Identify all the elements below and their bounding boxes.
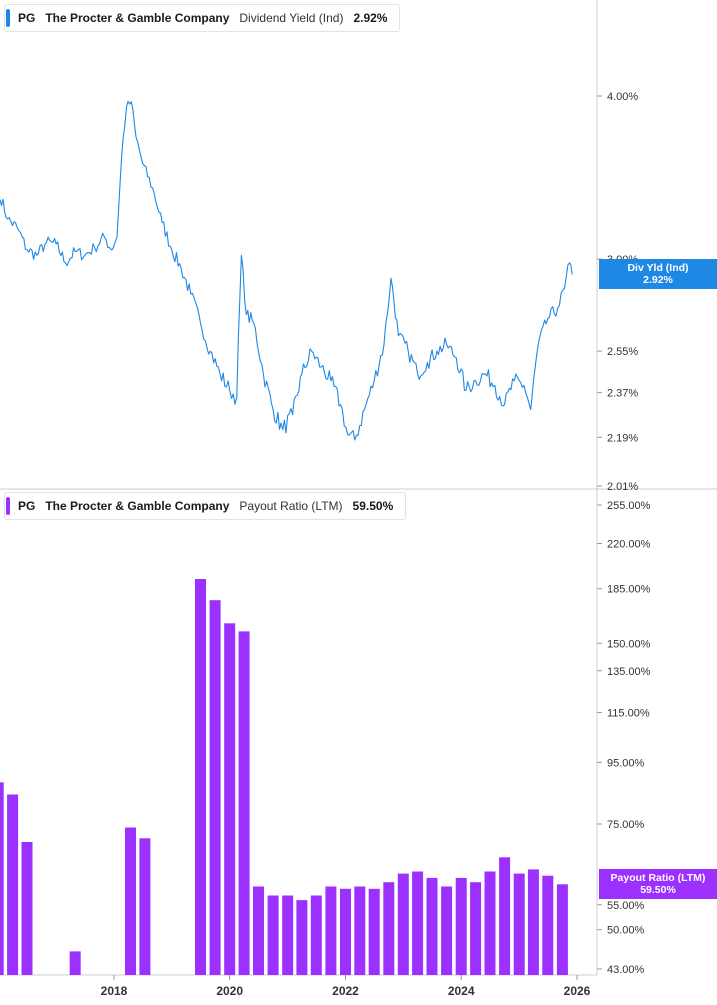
x-tick-label: 2022 — [332, 984, 359, 998]
payout-bar — [527, 869, 539, 975]
payout-bar — [340, 888, 351, 975]
payout-bar — [224, 623, 236, 975]
payout-bar — [253, 886, 264, 975]
div-yield-last-value-flag: Div Yld (Ind) 2.92% — [599, 259, 717, 290]
payout-bar — [542, 875, 554, 975]
payout-bar — [69, 951, 81, 975]
payout-last-value-flag: Payout Ratio (LTM) 59.50% — [599, 869, 717, 900]
payout-bar — [125, 827, 136, 975]
payout-bar — [139, 838, 151, 975]
div-yield-legend-company: The Procter & Gamble Company — [45, 11, 230, 25]
payout-bar — [556, 884, 568, 975]
div-yield-line — [0, 100, 573, 441]
y-tick-label: 220.00% — [607, 538, 651, 550]
y-tick-label: 95.00% — [607, 757, 645, 769]
div-yield-y-axis: 4.00%3.00%2.55%2.37%2.19%2.01% — [597, 91, 638, 493]
payout-bar — [354, 886, 366, 975]
payout-bar — [195, 579, 206, 975]
payout-bar — [368, 888, 380, 975]
payout-legend-value: 59.50% — [352, 499, 394, 513]
div-yield-legend-value: 2.92% — [353, 11, 388, 25]
x-tick-label: 2020 — [216, 984, 243, 998]
y-tick-label: 75.00% — [607, 819, 645, 831]
payout-bar — [426, 877, 438, 975]
payout-bar — [267, 895, 279, 975]
payout-bar — [7, 794, 19, 975]
payout-bar — [441, 886, 453, 975]
x-axis: 2018 2020 2022 2024 2026 — [101, 975, 591, 998]
div-yield-flag-value: 2.92% — [643, 274, 673, 287]
payout-bar — [470, 882, 482, 975]
y-tick-label: 255.00% — [607, 500, 651, 512]
payout-bar — [397, 873, 409, 975]
payout-bar — [499, 857, 511, 975]
div-yield-legend-metric: Dividend Yield (Ind) — [239, 11, 344, 25]
payout-bar — [209, 600, 221, 975]
payout-legend-company: The Procter & Gamble Company — [45, 499, 230, 513]
div-yield-legend: PG The Procter & Gamble Company Dividend… — [4, 4, 401, 32]
payout-legend-ticker: PG — [18, 499, 36, 513]
payout-series — [0, 579, 568, 975]
x-tick-label: 2026 — [564, 984, 591, 998]
y-tick-label: 2.01% — [607, 481, 638, 493]
y-tick-label: 135.00% — [607, 666, 651, 678]
payout-bar — [21, 842, 33, 975]
x-tick-label: 2018 — [101, 984, 128, 998]
y-tick-label: 2.55% — [607, 346, 638, 358]
y-tick-label: 50.00% — [607, 925, 645, 937]
payout-bar — [455, 877, 467, 975]
y-tick-label: 185.00% — [607, 584, 651, 596]
y-tick-label: 55.00% — [607, 900, 645, 912]
div-yield-flag-label: Div Yld (Ind) — [627, 262, 689, 275]
div-yield-legend-swatch — [6, 9, 10, 27]
payout-y-axis: 255.00% 220.00% 185.00% 150.00% 135.00% 115.0… — [597, 500, 651, 976]
x-tick-label: 2024 — [448, 984, 475, 998]
payout-bar — [383, 882, 395, 975]
payout-bar — [238, 631, 250, 975]
payout-bar — [296, 900, 308, 975]
payout-bar — [513, 873, 525, 975]
payout-legend-swatch — [6, 497, 10, 515]
y-tick-label: 4.00% — [607, 91, 638, 103]
payout-flag-value: 59.50% — [640, 884, 676, 897]
y-tick-label: 2.19% — [607, 432, 638, 444]
y-tick-label: 115.00% — [607, 708, 650, 720]
payout-bar — [412, 871, 424, 975]
y-tick-label: 43.00% — [607, 964, 645, 976]
payout-legend: PG The Procter & Gamble Company Payout R… — [4, 492, 407, 520]
div-yield-legend-ticker: PG — [18, 11, 36, 25]
payout-bar — [282, 895, 294, 975]
y-tick-label: 2.37% — [607, 388, 638, 400]
div-yield-series — [0, 100, 573, 441]
payout-flag-label: Payout Ratio (LTM) — [610, 872, 706, 885]
payout-bar — [0, 782, 4, 975]
payout-bar — [484, 871, 496, 975]
payout-bar — [325, 886, 337, 975]
payout-bar — [310, 895, 322, 975]
y-tick-label: 150.00% — [607, 638, 651, 650]
payout-legend-metric: Payout Ratio (LTM) — [239, 499, 343, 513]
